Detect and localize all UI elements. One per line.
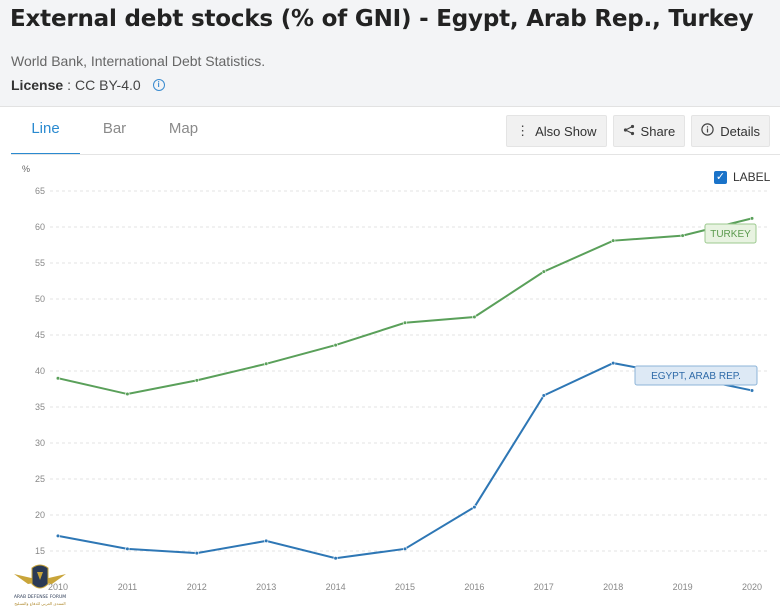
y-tick-label: 45	[35, 330, 45, 340]
license-separator: :	[67, 77, 72, 93]
data-point	[333, 556, 338, 561]
license-line: License : CC BY-4.0 i	[11, 77, 165, 93]
watermark-line-1: ARAB DEFENSE FORUM	[14, 594, 66, 600]
tab-divider	[11, 154, 780, 155]
data-point	[680, 233, 685, 238]
y-tick-label: 50	[35, 294, 45, 304]
checkbox-checked-icon[interactable]: ✓	[714, 170, 727, 184]
data-point	[264, 361, 269, 366]
more-vertical-icon: ⋮	[516, 123, 530, 138]
data-point	[264, 538, 269, 544]
share-label: Share	[640, 123, 676, 139]
x-tick-label: 2015	[395, 582, 415, 592]
also-show-button[interactable]: ⋮ Also Show	[506, 115, 607, 147]
share-button[interactable]: Share	[612, 115, 686, 147]
x-tick-label: 2020	[742, 582, 762, 592]
data-point	[749, 388, 755, 393]
license-value: CC BY-4.0	[75, 77, 141, 93]
data-point	[541, 393, 546, 398]
label-toggle[interactable]: ✓ LABEL	[714, 170, 770, 184]
data-point	[541, 269, 546, 274]
x-tick-label: 2016	[464, 582, 484, 592]
series-label-text: EGYPT, ARAB REP.	[651, 371, 741, 382]
data-source: World Bank, International Debt Statistic…	[11, 53, 266, 69]
data-point	[55, 533, 61, 538]
x-tick-label: 2019	[673, 582, 693, 592]
y-tick-label: 55	[35, 258, 45, 268]
watermark-line-2: المنتدى العربي للدفاع والتسليح	[14, 601, 65, 606]
x-tick-label: 2017	[534, 582, 554, 592]
y-axis-unit-label: %	[22, 164, 30, 174]
tab-bar[interactable]: Bar	[102, 120, 127, 137]
data-point	[611, 360, 616, 366]
tab-map[interactable]: Map	[168, 120, 199, 137]
series-label-text: TURKEY	[710, 229, 751, 240]
data-point	[402, 546, 408, 551]
license-label: License	[11, 77, 64, 93]
watermark-logo: ARAB DEFENSE FORUM المنتدى العربي للدفاع…	[14, 564, 66, 606]
y-tick-label: 20	[35, 510, 45, 520]
series-label-0: TURKEY	[704, 223, 757, 244]
series-label-box	[704, 223, 757, 244]
series-label-box	[634, 365, 758, 386]
x-tick-label: 2014	[326, 582, 346, 592]
series-line-1	[57, 362, 753, 560]
y-tick-label: 40	[35, 366, 45, 376]
data-point	[749, 216, 755, 221]
data-point	[125, 546, 130, 551]
x-tick-label: 2013	[256, 582, 276, 592]
data-point	[55, 376, 61, 381]
y-tick-label: 15	[35, 546, 45, 556]
data-point	[333, 342, 338, 348]
data-point	[125, 391, 130, 397]
y-tick-label: 35	[35, 402, 45, 412]
data-point	[194, 551, 199, 556]
info-circle-icon	[701, 123, 714, 139]
details-button[interactable]: Details	[691, 115, 770, 147]
data-point	[611, 238, 616, 243]
x-tick-label: 2012	[187, 582, 207, 592]
x-tick-label: 2018	[603, 582, 623, 592]
x-tick-label: 2011	[118, 582, 137, 592]
details-label: Details	[720, 123, 760, 139]
data-point	[402, 320, 408, 325]
data-point	[194, 378, 199, 383]
share-icon	[623, 124, 635, 139]
page-title: External debt stocks (% of GNI) - Egypt,…	[10, 6, 754, 32]
chart-actions: ⋮ Also Show Share Details	[506, 115, 770, 147]
data-point	[472, 504, 477, 510]
y-tick-label: 65	[35, 186, 45, 196]
label-toggle-text: LABEL	[733, 170, 771, 184]
y-tick-label: 25	[35, 474, 45, 484]
x-tick-label: 2010	[48, 582, 68, 592]
also-show-label: Also Show	[535, 123, 597, 139]
data-point	[472, 314, 477, 320]
info-icon[interactable]: i	[152, 79, 165, 91]
series-label-1: EGYPT, ARAB REP.	[634, 365, 758, 386]
y-tick-label: 30	[35, 438, 45, 448]
y-tick-label: 60	[35, 222, 45, 232]
